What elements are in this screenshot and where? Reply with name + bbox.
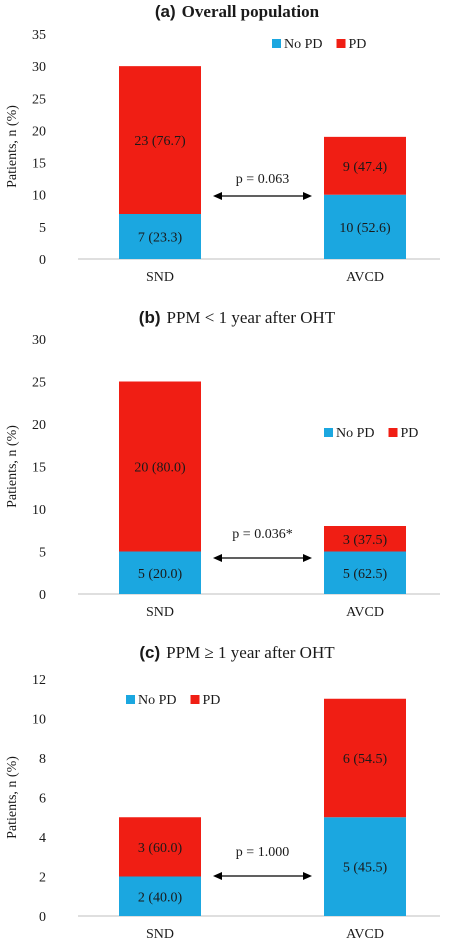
- legend-swatch: [324, 428, 333, 437]
- data-label: 2 (40.0): [138, 890, 183, 905]
- panel-label: (b): [139, 308, 161, 327]
- legend-label: No PD: [284, 37, 323, 52]
- y-tick-label: 4: [39, 831, 46, 846]
- data-label: 5 (45.5): [343, 861, 388, 876]
- panel-title: PPM ≥ 1 year after OHT: [166, 643, 335, 662]
- y-tick-label: 15: [32, 157, 46, 172]
- legend: No PD PD: [272, 37, 366, 52]
- y-tick-label: 30: [32, 333, 46, 348]
- y-tick-label: 0: [39, 910, 46, 925]
- chart-panel-a: (a) Overall population Patients, n (%) 0 5 10…: [5, 2, 440, 285]
- data-label: 3 (60.0): [138, 841, 183, 856]
- y-tick-label: 0: [39, 588, 46, 603]
- legend-swatch: [388, 428, 398, 437]
- bar-avcd-pd: [324, 136, 406, 195]
- y-tick-label: 10: [32, 503, 46, 518]
- bar-snd-no-pd: [119, 214, 201, 259]
- y-tick-label: 0: [39, 253, 46, 268]
- y-tick-label: 25: [32, 376, 46, 391]
- y-axis-label: Patients, n (%): [5, 105, 20, 188]
- x-tick-label: SND: [146, 605, 174, 620]
- data-label: 9 (47.4): [343, 160, 388, 175]
- data-label: 23 (76.7): [134, 134, 186, 149]
- arrow-head-right: [303, 554, 312, 562]
- legend: No PD PD: [126, 693, 220, 708]
- bar-snd-pd: [119, 817, 201, 877]
- data-label: 7 (23.3): [138, 231, 183, 246]
- legend-swatch: [336, 39, 346, 48]
- p-value-annotation: p = 1.000: [236, 845, 289, 860]
- arrow-head-right: [303, 192, 312, 200]
- y-tick-label: 5: [39, 221, 46, 236]
- y-tick-label: 6: [39, 792, 46, 807]
- data-label: 5 (62.5): [343, 567, 388, 582]
- bar-avcd-no-pd: [324, 817, 406, 916]
- x-tick-label: SND: [146, 927, 174, 938]
- x-tick-label: AVCD: [346, 270, 384, 285]
- arrow-head-left: [213, 554, 222, 562]
- bar-snd-pd: [119, 66, 201, 215]
- arrow-head-left: [213, 192, 222, 200]
- y-tick-label: 20: [32, 124, 46, 139]
- bar-snd-no-pd: [119, 876, 201, 916]
- data-label: 5 (20.0): [138, 567, 183, 582]
- legend-label: PD: [401, 426, 419, 441]
- chart-panel-c: (c) PPM ≥ 1 year after OHT Patients, n (%)…: [5, 643, 440, 938]
- x-tick-label: SND: [146, 270, 174, 285]
- bar-avcd-no-pd: [324, 194, 406, 259]
- bar-snd-no-pd: [119, 551, 201, 594]
- y-tick-label: 12: [32, 673, 46, 688]
- legend-swatch: [272, 39, 281, 48]
- legend-swatch: [126, 695, 135, 704]
- y-tick-label: 2: [39, 871, 46, 886]
- chart-title: (b) PPM < 1 year after OHT: [139, 308, 336, 327]
- bar-avcd-pd: [324, 526, 406, 552]
- p-value-annotation: p = 0.036*: [232, 527, 292, 542]
- bar-avcd-no-pd: [324, 551, 406, 594]
- x-tick-label: AVCD: [346, 927, 384, 938]
- bar-avcd-pd: [324, 698, 406, 818]
- y-tick-label: 20: [32, 418, 46, 433]
- legend-label: PD: [203, 693, 221, 708]
- panel-label: (c): [139, 643, 160, 662]
- panel-title: Overall population: [182, 2, 320, 21]
- y-tick-label: 5: [39, 546, 46, 561]
- data-label: 6 (54.5): [343, 752, 388, 767]
- arrow-head-left: [213, 872, 222, 880]
- chart-panel-b: (b) PPM < 1 year after OHT Patients, n (%)…: [5, 308, 440, 620]
- data-label: 10 (52.6): [339, 221, 391, 236]
- legend-swatch: [190, 695, 200, 704]
- legend-label: PD: [349, 37, 367, 52]
- y-tick-label: 8: [39, 752, 46, 767]
- arrow-head-right: [303, 872, 312, 880]
- y-axis-label: Patients, n (%): [5, 756, 20, 839]
- y-tick-label: 30: [32, 60, 46, 75]
- p-value-annotation: p = 0.063: [236, 172, 289, 187]
- y-axis-label: Patients, n (%): [5, 425, 20, 508]
- chart-title: (a) Overall population: [155, 2, 320, 21]
- x-tick-label: AVCD: [346, 605, 384, 620]
- y-tick-label: 10: [32, 189, 46, 204]
- y-tick-label: 10: [32, 713, 46, 728]
- chart-title: (c) PPM ≥ 1 year after OHT: [139, 643, 335, 662]
- y-tick-label: 25: [32, 92, 46, 107]
- data-label: 20 (80.0): [134, 461, 186, 476]
- legend-label: No PD: [336, 426, 375, 441]
- legend-label: No PD: [138, 693, 177, 708]
- legend: No PD PD: [324, 426, 418, 441]
- panel-title: PPM < 1 year after OHT: [167, 308, 336, 327]
- panel-label: (a): [155, 2, 176, 21]
- y-tick-label: 35: [32, 28, 46, 43]
- y-tick-label: 15: [32, 461, 46, 476]
- data-label: 3 (37.5): [343, 533, 388, 548]
- bar-snd-pd: [119, 381, 201, 552]
